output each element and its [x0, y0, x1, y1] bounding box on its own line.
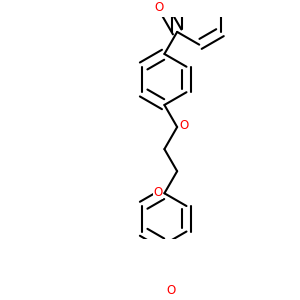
Text: O: O — [179, 119, 188, 132]
Text: O: O — [153, 186, 162, 199]
Text: O: O — [166, 284, 175, 297]
Text: O: O — [154, 1, 164, 14]
